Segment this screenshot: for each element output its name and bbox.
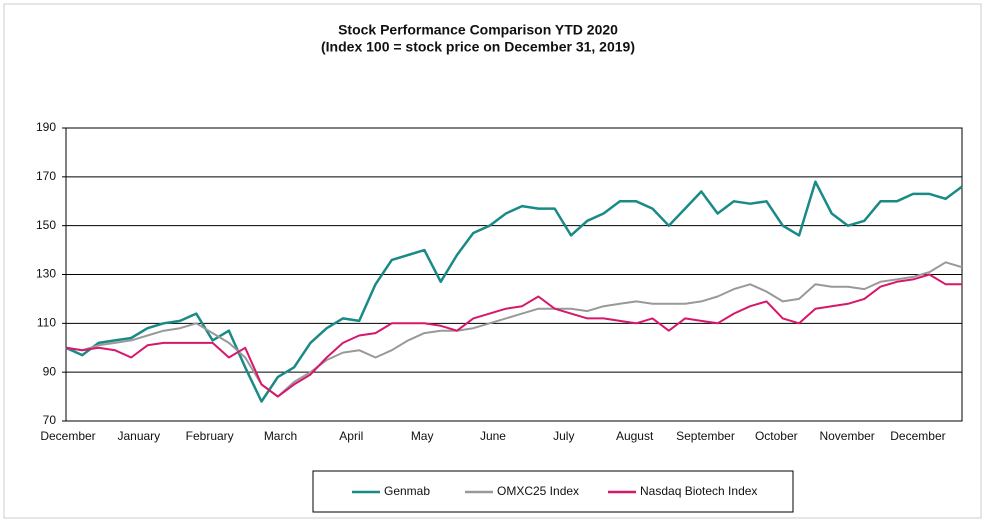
y-tick-label: 170 (36, 169, 56, 183)
series-line (65, 261, 963, 398)
x-tick-label: August (616, 429, 654, 443)
y-tick-label: 70 (43, 413, 57, 427)
x-tick-label: December (890, 429, 945, 443)
x-tick-label: October (755, 429, 798, 443)
chart-subtitle: (Index 100 = stock price on December 31,… (321, 39, 635, 55)
x-tick-label: February (186, 429, 234, 443)
x-tick-label: September (676, 429, 735, 443)
x-tick-label: December (40, 429, 95, 443)
series-line (65, 180, 963, 403)
x-tick-label: November (819, 429, 874, 443)
x-tick-label: March (264, 429, 297, 443)
plot-border (65, 127, 963, 422)
chart-title: Stock Performance Comparison YTD 2020 (338, 22, 618, 38)
x-tick-label: April (339, 429, 363, 443)
y-tick-label: 150 (36, 218, 56, 232)
y-tick-label: 130 (36, 267, 56, 281)
legend-box (312, 470, 794, 513)
x-tick-label: June (480, 429, 506, 443)
y-tick-label: 90 (43, 364, 57, 378)
y-tick-label: 190 (36, 120, 56, 134)
y-tick-label: 110 (37, 316, 56, 330)
x-tick-label: May (411, 429, 434, 443)
legend-label: Nasdaq Biotech Index (640, 484, 757, 498)
legend-label: Genmab (384, 484, 430, 498)
x-tick-label: July (553, 429, 574, 443)
legend-label: OMXC25 Index (497, 484, 579, 498)
frame (3, 3, 982, 519)
series-line (65, 273, 962, 398)
x-tick-label: January (117, 429, 160, 443)
